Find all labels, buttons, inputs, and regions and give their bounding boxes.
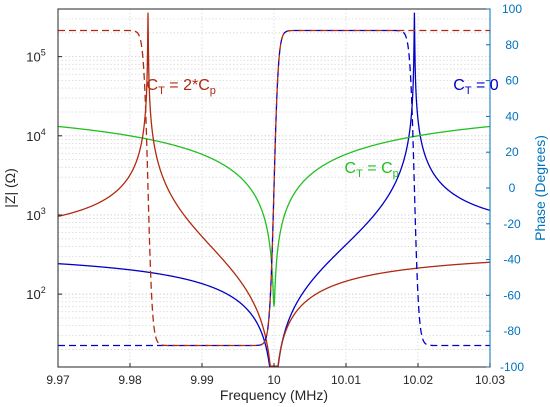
y-right-tick-label-2: 60	[505, 74, 519, 88]
y-right-tick-label-4: 20	[505, 145, 519, 159]
annotation-ct-cp: CT = Cp	[345, 160, 399, 180]
x-tick-label-1: 9.98	[118, 373, 142, 387]
annotation-ct-2cp: CT = 2*Cp	[147, 77, 216, 97]
y-right-tick-label-8: -60	[503, 288, 521, 302]
x-axis-label: Frequency (MHz)	[220, 387, 328, 403]
annotation-ct-0: CT = 0	[453, 77, 499, 97]
x-tick-label-3: 10	[267, 373, 281, 387]
series-magnitude-ct-cp-1	[57, 125, 491, 307]
y-right-tick-label-3: 40	[505, 109, 519, 123]
y-right-tick-label-9: -80	[503, 324, 521, 338]
y-right-tick-label-10: -100	[500, 360, 524, 374]
x-tick-label-4: 10.01	[331, 373, 361, 387]
series-phase-ct-2cp-4	[58, 29, 490, 347]
y-right-tick-label-0: 100	[502, 2, 522, 16]
y-right-tick-label-6: -20	[503, 217, 521, 231]
y-axis-label-right: Phase (Degrees)	[532, 135, 548, 241]
annotations: CT = 2*Cp CT = Cp CT = 0	[147, 77, 499, 180]
y-axis-label-left: |Z| (Ω)	[2, 168, 18, 208]
y-left-tick-label-0: 102	[26, 285, 45, 302]
x-tick-label-2: 9.99	[190, 373, 214, 387]
y-right-tick-label-5: 0	[509, 181, 516, 195]
x-tick-label-6: 10.03	[475, 373, 505, 387]
y-left-tick-label-1: 103	[26, 206, 45, 223]
ticks: 9.97 9.98 9.99 10 10.01 10.02 10.03 102 103 104 10…	[26, 2, 524, 387]
y-left-tick-label-3: 105	[26, 48, 45, 65]
series-phase-ct-0-3	[58, 29, 490, 347]
x-tick-label-0: 9.97	[46, 373, 70, 387]
y-right-tick-label-1: 80	[505, 38, 519, 52]
x-tick-label-5: 10.02	[403, 373, 433, 387]
y-left-tick-label-2: 104	[26, 127, 45, 144]
y-right-tick-label-7: -40	[503, 253, 521, 267]
